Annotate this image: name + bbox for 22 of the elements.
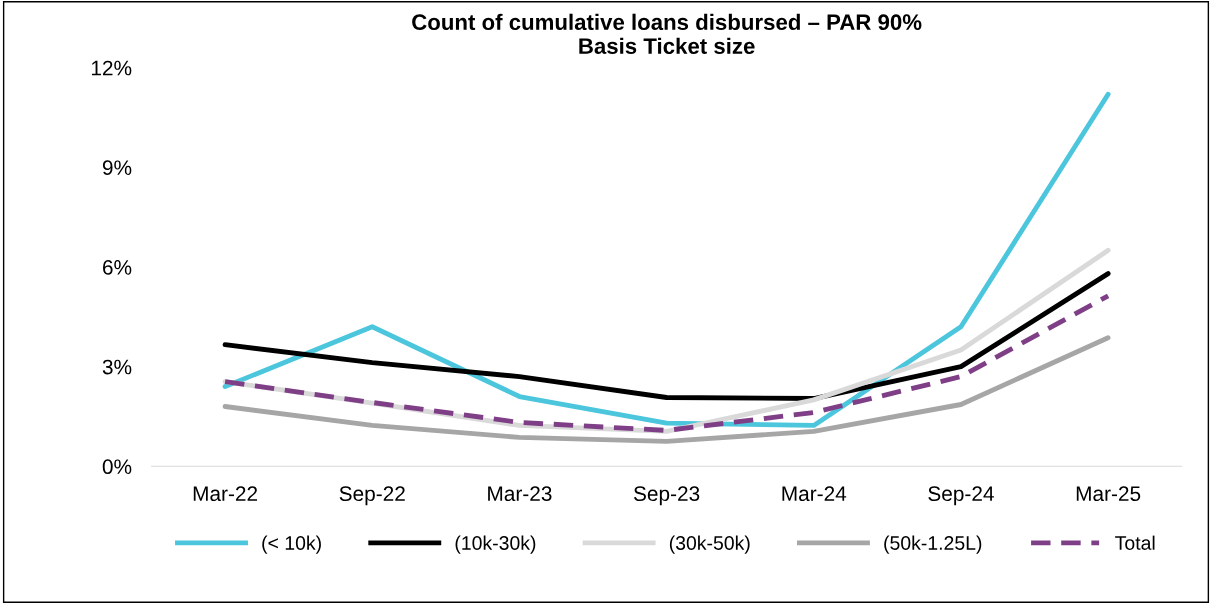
legend-label: Total <box>1115 535 1155 550</box>
legend-label: (10k-30k) <box>455 535 536 554</box>
legend-label: (50k-1.25L) <box>884 535 982 554</box>
y-tick-label: 9% <box>102 160 132 176</box>
chart-title: Count of cumulative loans disbursed – PAR 90% Basis Ticket size <box>412 13 922 54</box>
x-tick-label: Mar-23 <box>488 486 552 502</box>
x-tick-label: Mar-22 <box>193 486 258 502</box>
legend-label: (30k-50k) <box>669 535 750 554</box>
x-tick-label: Mar-24 <box>782 486 847 502</box>
y-tick-label: 0% <box>102 459 132 475</box>
y-tick-label: 12% <box>91 60 132 76</box>
y-tick-label: 6% <box>103 259 132 275</box>
x-tick-label: Mar-25 <box>1076 486 1141 502</box>
line-series <box>222 293 1111 433</box>
y-tick-label: 3% <box>102 359 132 375</box>
x-tick-label: Sep-22 <box>339 486 405 506</box>
line-series <box>222 271 1111 401</box>
line-series <box>222 91 1111 428</box>
line-series <box>222 335 1111 444</box>
legend-label: (< 10k) <box>262 535 321 554</box>
x-tick-label: Sep-23 <box>633 486 700 506</box>
x-tick-label: Sep-24 <box>928 486 994 506</box>
